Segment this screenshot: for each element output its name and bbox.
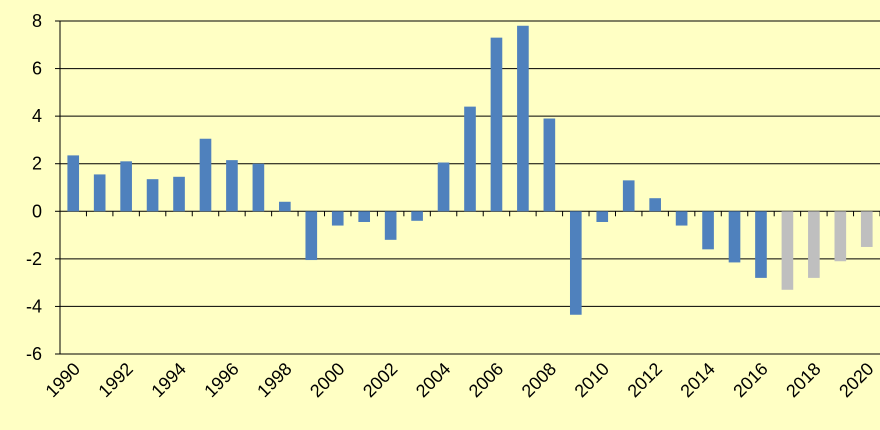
x-tick-label: 2002 (359, 359, 401, 401)
x-tick-label: 2000 (306, 359, 348, 401)
x-tick-label: 2004 (412, 359, 454, 401)
bar (305, 211, 318, 261)
bar (702, 211, 714, 250)
y-tick-label: 2 (32, 154, 42, 174)
bar (384, 211, 397, 240)
bar (490, 37, 503, 212)
y-tick-label: -6 (26, 344, 42, 364)
bar (543, 118, 556, 212)
bar (199, 138, 212, 212)
bar (146, 179, 159, 212)
bar (596, 211, 609, 222)
x-tick-label: 1994 (147, 359, 189, 401)
y-tick-label: 4 (32, 106, 42, 126)
bar (226, 160, 238, 212)
x-tick-label: 2020 (835, 359, 877, 401)
bar (173, 176, 185, 212)
bar (755, 211, 767, 278)
y-tick-label: -2 (26, 249, 42, 269)
x-tick-label: 2008 (518, 359, 560, 401)
y-tick-label: 8 (32, 11, 42, 31)
y-tick-label: -4 (26, 296, 42, 316)
bar (358, 211, 371, 222)
x-tick-label: 2016 (729, 359, 771, 401)
bar (781, 211, 794, 290)
bar (569, 211, 582, 315)
x-tick-label: 2006 (465, 359, 507, 401)
bar (649, 198, 661, 212)
x-tick-label: 2018 (782, 359, 824, 401)
x-tick-label: 2012 (624, 359, 666, 401)
x-tick-label: 1996 (200, 359, 242, 401)
bar (93, 174, 106, 212)
bar (331, 211, 344, 226)
bar (120, 161, 132, 212)
bar (279, 201, 291, 212)
x-tick-label: 1992 (94, 359, 136, 401)
bar (252, 163, 265, 212)
y-tick-label: 0 (32, 201, 42, 221)
y-tick-label: 6 (32, 59, 42, 79)
x-tick-label: 2010 (571, 359, 613, 401)
bar (808, 211, 820, 278)
bar (67, 155, 80, 212)
bar (437, 162, 450, 212)
bar (517, 25, 529, 212)
bar (622, 180, 635, 212)
bar (860, 211, 873, 247)
bar (675, 211, 688, 226)
x-tick-label: 1998 (253, 359, 295, 401)
bar (411, 211, 423, 221)
bar (834, 211, 847, 262)
x-tick-label: 1990 (42, 359, 84, 401)
bar (728, 211, 741, 263)
x-tick-label: 2014 (676, 359, 718, 401)
bar (464, 106, 476, 212)
